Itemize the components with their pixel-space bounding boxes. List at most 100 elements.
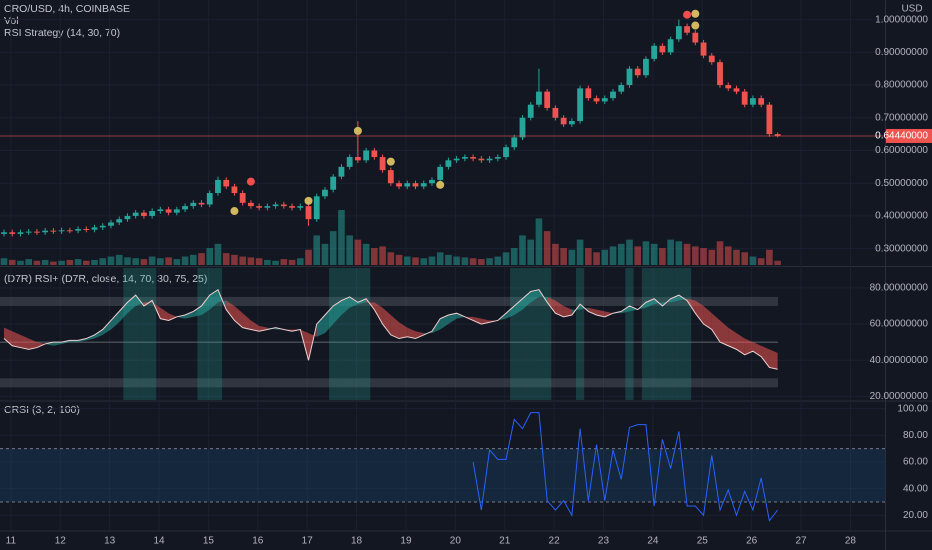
candle-body [667, 39, 674, 53]
candle-body [124, 215, 131, 220]
volume-bar [700, 248, 707, 265]
candle-body [50, 230, 57, 232]
rsi-fill [736, 333, 745, 355]
candle-body [610, 91, 616, 99]
signal-marker [230, 207, 239, 216]
rsi-fill [102, 320, 111, 335]
rsi-fill [53, 342, 62, 346]
volume-bar [560, 248, 567, 265]
candle-body [486, 158, 493, 161]
volume-bar [436, 252, 444, 265]
candle-body [83, 229, 90, 231]
candle-body [25, 231, 32, 233]
volume-bar [157, 258, 164, 265]
y-tick-label: 80.00 [903, 430, 928, 441]
candle-body [461, 157, 468, 159]
series-line [472, 412, 779, 522]
overbought-highlight [123, 268, 132, 400]
strategy-label: RSI Strategy (14, 30, 70) [4, 27, 120, 39]
y-tick-label: 80.00000000 [870, 283, 929, 294]
candle-body [577, 88, 583, 122]
candle-body [453, 158, 460, 161]
candle-body [132, 212, 139, 216]
overbought-highlight [345, 268, 354, 400]
signal-marker [304, 196, 313, 205]
rsi-fill [645, 298, 655, 308]
candle-body [503, 147, 509, 158]
x-tick-label: 25 [697, 536, 709, 547]
volume-bar [264, 259, 271, 265]
rsi-fill [382, 307, 391, 335]
volume-bar [288, 259, 296, 265]
volume-bar [716, 241, 724, 265]
crsi-title: CRSI (3, 2, 100) [4, 404, 80, 416]
y-tick-label: 0.60000000 [875, 145, 928, 156]
volume-bar [33, 260, 41, 265]
rsi-fill [324, 305, 334, 334]
rsi-fill [440, 315, 449, 330]
candle-body [494, 157, 501, 159]
rsi-fill [234, 305, 243, 328]
y-tick-label: 1.00000000 [875, 14, 928, 25]
candle-body [34, 231, 40, 233]
candle-body [420, 183, 427, 187]
candle-body [626, 68, 633, 86]
rsi-fill [744, 338, 753, 355]
rsi-title: (D7R) RSI+ (D7R, close, 14, 70, 30, 75, … [4, 273, 207, 285]
volume-bar [445, 254, 452, 265]
volume-bar [692, 246, 699, 265]
candle-body [354, 157, 361, 161]
overbought-highlight [658, 268, 667, 400]
y-tick-label: 0.50000000 [875, 178, 928, 189]
candle-body [379, 157, 386, 171]
rsi-fill [168, 313, 177, 321]
candle-body [108, 222, 114, 226]
y-tick-label: 40.00 [903, 483, 928, 494]
x-tick-label: 13 [104, 536, 116, 547]
volume-bar [346, 235, 353, 265]
rsi-fill [110, 311, 120, 330]
volume-bar [115, 254, 123, 265]
x-tick-label: 15 [203, 536, 215, 547]
rsi-fill [185, 311, 194, 319]
volume-bar [634, 246, 642, 265]
candle-body [700, 42, 707, 56]
volume-bar [189, 254, 197, 265]
rsi-fill [695, 300, 704, 325]
volume-bar [519, 235, 526, 265]
candle-body [387, 170, 394, 184]
candle-body [42, 230, 49, 233]
overbought-highlight [510, 268, 519, 400]
y-tick-label: 20.00000000 [870, 391, 929, 402]
rsi-fill [530, 289, 539, 303]
candle-body [297, 206, 304, 208]
rsi-fill [547, 296, 556, 314]
volume-bar [41, 259, 49, 265]
candle-body [198, 202, 205, 205]
rsi-fill [333, 300, 342, 325]
volume-bar [354, 239, 362, 265]
x-tick-label: 28 [845, 536, 857, 547]
candle-body [766, 104, 773, 135]
rsi-fill [119, 302, 128, 323]
candle-body [733, 88, 740, 92]
axis-label: USD [901, 4, 922, 15]
series-line [3, 288, 778, 370]
volume-bar [99, 258, 107, 265]
volume-bar [675, 241, 683, 265]
volume-bar [148, 256, 156, 265]
candle-body [305, 206, 312, 220]
overbought-highlight [575, 268, 585, 400]
rsi-fill [12, 331, 21, 348]
volume-bar [8, 259, 16, 265]
candle-body [371, 150, 378, 158]
rsi-fill [316, 315, 325, 337]
volume-bar [387, 252, 395, 265]
candle-body [585, 88, 592, 99]
candle-body [544, 91, 551, 108]
candle-body [511, 137, 518, 148]
volume-bar [420, 258, 428, 265]
rsi-fill [473, 316, 482, 325]
volume-bar [0, 258, 8, 265]
volume-bar [585, 248, 592, 265]
